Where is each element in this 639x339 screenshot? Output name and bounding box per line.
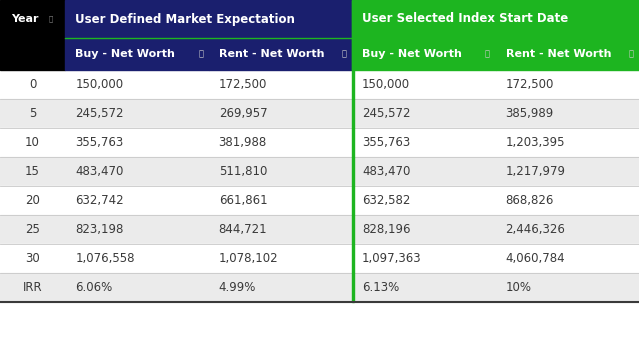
Text: 20: 20 — [25, 194, 40, 207]
Text: 511,810: 511,810 — [219, 165, 267, 178]
Text: ⬦: ⬦ — [342, 49, 346, 59]
Bar — [352, 244, 354, 273]
Bar — [352, 38, 354, 70]
Text: 0: 0 — [29, 78, 36, 91]
Text: 2,446,326: 2,446,326 — [505, 223, 566, 236]
Text: ⬦: ⬦ — [485, 49, 490, 59]
Bar — [352, 99, 354, 128]
Text: Rent - Net Worth: Rent - Net Worth — [219, 49, 324, 59]
Bar — [352, 215, 354, 244]
Bar — [0, 38, 65, 70]
Text: 269,957: 269,957 — [219, 107, 267, 120]
Bar — [0, 186, 639, 215]
Text: Buy - Net Worth: Buy - Net Worth — [362, 49, 462, 59]
Text: 245,572: 245,572 — [75, 107, 124, 120]
Bar — [352, 70, 354, 99]
Text: 355,763: 355,763 — [362, 136, 410, 149]
Text: 828,196: 828,196 — [362, 223, 411, 236]
Text: 632,742: 632,742 — [75, 194, 124, 207]
Bar — [0, 70, 639, 99]
Bar — [0, 128, 639, 157]
Text: 1,217,979: 1,217,979 — [505, 165, 566, 178]
Text: 172,500: 172,500 — [219, 78, 267, 91]
Text: 245,572: 245,572 — [362, 107, 411, 120]
Text: 1,203,395: 1,203,395 — [505, 136, 565, 149]
Text: Year: Year — [11, 14, 38, 24]
Bar — [352, 0, 639, 38]
Text: ⬦: ⬦ — [198, 49, 203, 59]
Bar — [352, 273, 354, 302]
Bar — [65, 38, 209, 70]
Text: 150,000: 150,000 — [75, 78, 123, 91]
Text: 150,000: 150,000 — [362, 78, 410, 91]
Text: 483,470: 483,470 — [75, 165, 123, 178]
Text: 10: 10 — [25, 136, 40, 149]
Text: 4,060,784: 4,060,784 — [505, 252, 565, 265]
Text: Rent - Net Worth: Rent - Net Worth — [505, 49, 611, 59]
Bar — [0, 244, 639, 273]
Text: User Selected Index Start Date: User Selected Index Start Date — [362, 13, 568, 25]
Bar — [352, 186, 354, 215]
Text: 5: 5 — [29, 107, 36, 120]
Text: Buy - Net Worth: Buy - Net Worth — [75, 49, 175, 59]
Text: 632,582: 632,582 — [362, 194, 410, 207]
Text: 25: 25 — [25, 223, 40, 236]
Bar — [0, 99, 639, 128]
Text: 10%: 10% — [505, 281, 532, 294]
Text: 4.99%: 4.99% — [219, 281, 256, 294]
Bar — [209, 38, 352, 70]
Text: 385,989: 385,989 — [505, 107, 554, 120]
Text: 6.13%: 6.13% — [362, 281, 399, 294]
Text: 868,826: 868,826 — [505, 194, 554, 207]
Text: ⬦: ⬦ — [49, 16, 53, 22]
Text: 1,076,558: 1,076,558 — [75, 252, 135, 265]
Text: 1,097,363: 1,097,363 — [362, 252, 422, 265]
Text: 172,500: 172,500 — [505, 78, 554, 91]
Bar — [352, 0, 354, 38]
Bar — [0, 273, 639, 302]
Text: 823,198: 823,198 — [75, 223, 123, 236]
Bar — [65, 0, 352, 38]
Bar — [496, 38, 639, 70]
Bar — [352, 38, 496, 70]
Text: 355,763: 355,763 — [75, 136, 123, 149]
Text: 844,721: 844,721 — [219, 223, 267, 236]
Text: User Defined Market Expectation: User Defined Market Expectation — [75, 13, 295, 25]
Text: IRR: IRR — [23, 281, 42, 294]
Text: 30: 30 — [25, 252, 40, 265]
Bar — [352, 157, 354, 186]
Text: 381,988: 381,988 — [219, 136, 267, 149]
Bar — [0, 215, 639, 244]
Text: 1,078,102: 1,078,102 — [219, 252, 278, 265]
Text: 6.06%: 6.06% — [75, 281, 112, 294]
Bar — [352, 128, 354, 157]
Text: ⬦: ⬦ — [629, 49, 633, 59]
Text: 15: 15 — [25, 165, 40, 178]
Text: 661,861: 661,861 — [219, 194, 267, 207]
Bar — [0, 0, 65, 38]
Bar — [0, 157, 639, 186]
Text: 483,470: 483,470 — [362, 165, 410, 178]
